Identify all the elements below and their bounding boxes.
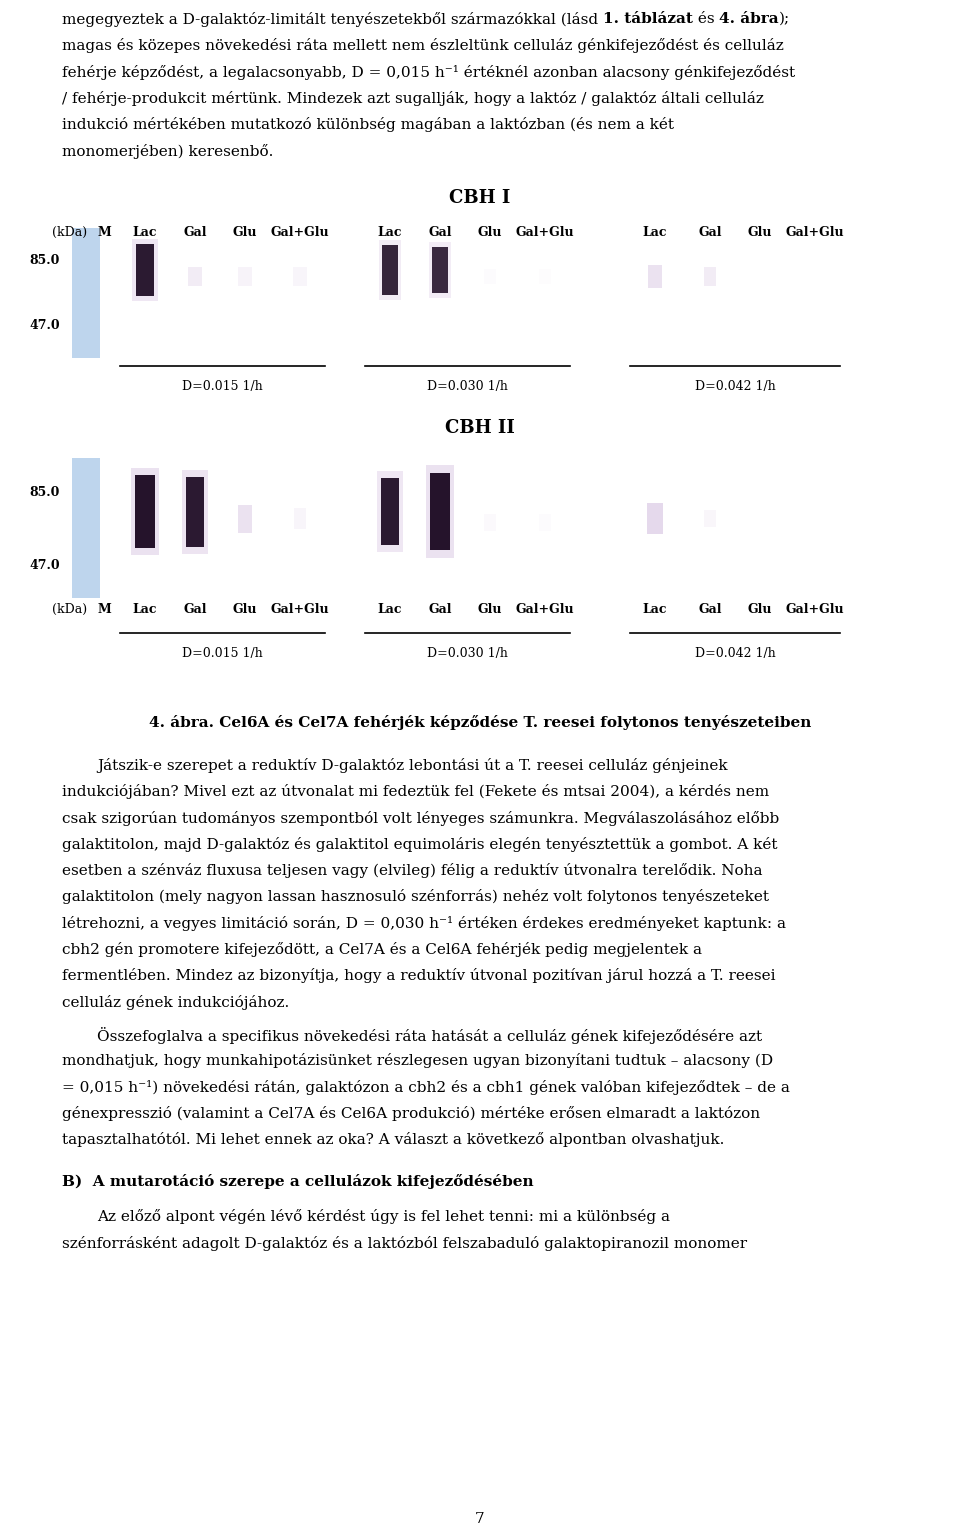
Text: csak szigorúan tudományos szempontból volt lényeges számunkra. Megválaszolásához: csak szigorúan tudományos szempontból vo…	[62, 810, 780, 825]
Text: Glu: Glu	[232, 604, 257, 616]
Bar	[647, 503, 663, 533]
Text: );: );	[779, 12, 790, 26]
Text: Lac: Lac	[643, 604, 667, 616]
Text: létrehozni, a vegyes limitáció során, D = 0,030 h⁻¹ értéken érdekes eredményeket: létrehozni, a vegyes limitáció során, D …	[62, 916, 786, 931]
Text: D=0.015 1/h: D=0.015 1/h	[182, 381, 263, 393]
Text: 4. ábra. Cel6A és Cel7A fehérjék képződése T. reesei folytonos tenyészeteiben: 4. ábra. Cel6A és Cel7A fehérjék képződé…	[149, 715, 811, 730]
Text: megegyeztek a D-galaktóz-limitált tenyészetekből származókkal (lásd: megegyeztek a D-galaktóz-limitált tenyés…	[62, 12, 603, 28]
Text: Lac: Lac	[132, 226, 157, 240]
Text: Lac: Lac	[132, 604, 157, 616]
Text: Gal: Gal	[698, 226, 722, 240]
Bar	[539, 269, 551, 284]
Text: Gal: Gal	[183, 604, 206, 616]
Bar	[136, 244, 154, 297]
Bar	[238, 504, 252, 533]
Bar	[188, 267, 202, 286]
Text: D=0.030 1/h: D=0.030 1/h	[427, 381, 508, 393]
Text: Játszik-e szerepet a reduktív D-galaktóz lebontási út a T. reesei celluláz génje: Játszik-e szerepet a reduktív D-galaktóz…	[97, 758, 728, 773]
Text: M: M	[97, 226, 110, 240]
Text: génexpresszió (valamint a Cel7A és Cel6A produkció) mértéke erősen elmaradt a la: génexpresszió (valamint a Cel7A és Cel6A…	[62, 1107, 760, 1120]
Bar	[704, 267, 716, 286]
Bar	[432, 246, 448, 294]
Text: Lac: Lac	[377, 604, 402, 616]
Text: 47.0: 47.0	[30, 559, 60, 572]
Bar	[135, 475, 155, 549]
Bar	[429, 241, 451, 298]
Text: mondhatjuk, hogy munkahipotázisünket részlegesen ugyan bizonyítani tudtuk – alac: mondhatjuk, hogy munkahipotázisünket rés…	[62, 1053, 773, 1068]
Bar	[648, 264, 662, 289]
Text: magas és közepes növekedési ráta mellett nem észleltünk celluláz génkifejeződést: magas és közepes növekedési ráta mellett…	[62, 38, 783, 54]
Text: 85.0: 85.0	[30, 486, 60, 500]
Text: M: M	[97, 604, 110, 616]
Bar	[426, 466, 454, 558]
Text: fermentlében. Mindez az bizonyítja, hogy a reduktív útvonal pozitívan járul hozz: fermentlében. Mindez az bizonyítja, hogy…	[62, 968, 776, 984]
Text: D=0.042 1/h: D=0.042 1/h	[695, 647, 776, 659]
Bar	[182, 470, 207, 553]
Text: fehérje képződést, a legalacsonyabb, D = 0,015 h⁻¹ értéknél azonban alacsony gén: fehérje képződést, a legalacsonyabb, D =…	[62, 65, 795, 80]
Text: Glu: Glu	[478, 226, 502, 240]
Text: CBH I: CBH I	[449, 189, 511, 207]
Bar	[132, 238, 157, 301]
Bar	[382, 246, 398, 295]
Text: cbh2 gén promotere kifejeződött, a Cel7A és a Cel6A fehérjék pedig megjelentek a: cbh2 gén promotere kifejeződött, a Cel7A…	[62, 942, 702, 958]
Text: galaktitolon, majd D-galaktóz és galaktitol equimoláris elegén tenyésztettük a g: galaktitolon, majd D-galaktóz és galakti…	[62, 836, 778, 851]
Bar	[484, 515, 496, 532]
Text: Gal+Glu: Gal+Glu	[785, 226, 844, 240]
Text: 85.0: 85.0	[30, 255, 60, 267]
Text: celluláz gének indukciójához.: celluláz gének indukciójához.	[62, 994, 289, 1010]
Text: 47.0: 47.0	[30, 320, 60, 332]
Bar	[430, 473, 450, 550]
Bar	[379, 240, 401, 300]
Text: 7: 7	[475, 1512, 485, 1526]
Text: Gal+Glu: Gal+Glu	[516, 226, 574, 240]
Bar	[539, 515, 551, 532]
Text: Gal: Gal	[428, 604, 452, 616]
Bar	[484, 269, 496, 284]
Text: (kDa): (kDa)	[53, 226, 87, 240]
Text: monomerjében) keresenbő.: monomerjében) keresenbő.	[62, 143, 274, 158]
Text: Gal+Glu: Gal+Glu	[785, 604, 844, 616]
Text: galaktitolon (mely nagyon lassan hasznosuló szénforrás) nehéz volt folytonos ten: galaktitolon (mely nagyon lassan hasznos…	[62, 890, 769, 904]
Text: Lac: Lac	[377, 226, 402, 240]
Bar	[131, 467, 159, 555]
Text: 1. táblázat: 1. táblázat	[603, 12, 693, 26]
Text: = 0,015 h⁻¹) növekedési rátán, galaktózon a cbh2 és a cbh1 gének valóban kifejez: = 0,015 h⁻¹) növekedési rátán, galaktózo…	[62, 1079, 790, 1094]
Text: és: és	[693, 12, 719, 26]
Text: Összefoglalva a specifikus növekedési ráta hatását a celluláz gének kifejeződésé: Összefoglalva a specifikus növekedési rá…	[97, 1027, 762, 1044]
Bar	[238, 267, 252, 286]
Text: Glu: Glu	[232, 226, 257, 240]
Text: CBH II: CBH II	[445, 420, 515, 438]
Text: D=0.015 1/h: D=0.015 1/h	[182, 647, 263, 659]
Text: Glu: Glu	[478, 604, 502, 616]
Text: Gal: Gal	[428, 226, 452, 240]
Bar	[72, 229, 100, 358]
Text: Gal+Glu: Gal+Glu	[271, 604, 329, 616]
Text: D=0.030 1/h: D=0.030 1/h	[427, 647, 508, 659]
Bar	[377, 472, 402, 552]
Text: indukciójában? Mivel ezt az útvonalat mi fedeztük fel (Fekete és mtsai 2004), a : indukciójában? Mivel ezt az útvonalat mi…	[62, 784, 769, 799]
Text: Gal: Gal	[183, 226, 206, 240]
Bar	[293, 267, 307, 286]
Text: 4. ábra: 4. ábra	[719, 12, 779, 26]
Text: szénforrásként adagolt D-galaktóz és a laktózból felszabaduló galaktopiranozil m: szénforrásként adagolt D-galaktóz és a l…	[62, 1236, 747, 1251]
Text: esetben a szénváz fluxusa teljesen vagy (elvileg) félig a reduktív útvonalra ter: esetben a szénváz fluxusa teljesen vagy …	[62, 864, 762, 878]
Text: Glu: Glu	[748, 604, 772, 616]
Text: Glu: Glu	[748, 226, 772, 240]
Bar	[381, 478, 399, 546]
Text: Gal: Gal	[698, 604, 722, 616]
Text: Gal+Glu: Gal+Glu	[271, 226, 329, 240]
Text: D=0.042 1/h: D=0.042 1/h	[695, 381, 776, 393]
Text: B)  A mutarotáció szerepe a cellulázok kifejeződésében: B) A mutarotáció szerepe a cellulázok ki…	[62, 1174, 534, 1190]
Bar	[704, 510, 716, 527]
Text: Gal+Glu: Gal+Glu	[516, 604, 574, 616]
Text: tapasztalhatótól. Mi lehet ennek az oka? A választ a következő alpontban olvasha: tapasztalhatótól. Mi lehet ennek az oka?…	[62, 1133, 725, 1147]
Text: indukció mértékében mutatkozó különbség magában a laktózban (és nem a két: indukció mértékében mutatkozó különbség …	[62, 117, 674, 132]
Bar	[186, 476, 204, 547]
Bar	[294, 509, 306, 529]
Bar	[72, 458, 100, 598]
Text: / fehérje-produkcit mértünk. Mindezek azt sugallják, hogy a laktóz / galaktóz ál: / fehérje-produkcit mértünk. Mindezek az…	[62, 91, 764, 106]
Text: Lac: Lac	[643, 226, 667, 240]
Text: (kDa): (kDa)	[53, 604, 87, 616]
Text: Az előző alpont végén lévő kérdést úgy is fel lehet tenni: mi a különbség a: Az előző alpont végén lévő kérdést úgy i…	[97, 1210, 670, 1225]
